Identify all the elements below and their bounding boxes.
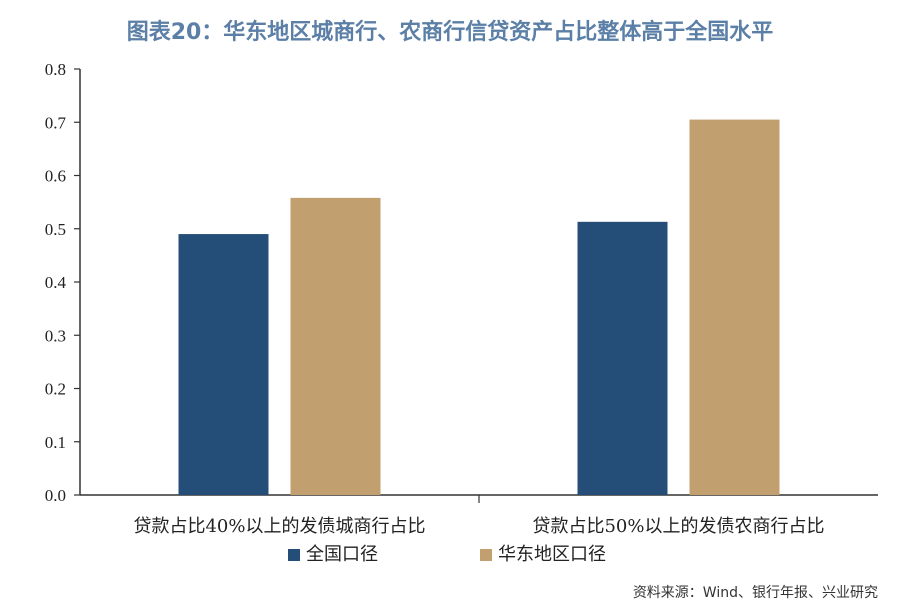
bar-2-cat-2 (689, 119, 780, 496)
x-category-label: 贷款占比40%以上的发债城商行占比 (133, 516, 425, 537)
y-tick-label: 0.5 (45, 220, 66, 239)
y-tick-label: 0.2 (45, 380, 66, 399)
y-tick-label: 0.0 (45, 486, 66, 505)
bar-2-cat-1 (290, 197, 381, 496)
x-category-label: 贷款占比50%以上的发债农商行占比 (532, 516, 824, 537)
legend-swatch (288, 549, 300, 561)
bar-1-cat-2 (577, 221, 668, 495)
y-tick-label: 0.6 (45, 167, 66, 186)
y-tick-label: 0.4 (45, 273, 67, 292)
source-note: 资料来源：Wind、银行年报、兴业研究 (632, 585, 878, 601)
legend-label: 华东地区口径 (498, 544, 606, 565)
y-tick-label: 0.7 (45, 113, 67, 132)
y-tick-label: 0.1 (45, 433, 66, 452)
legend-label: 全国口径 (306, 544, 378, 565)
y-tick-label: 0.3 (45, 326, 66, 345)
y-tick-label: 0.8 (45, 60, 66, 79)
legend-swatch (480, 549, 492, 561)
chart-title: 图表20：华东地区城商行、农商行信贷资产占比整体高于全国水平 (126, 20, 774, 45)
bar-1-cat-1 (178, 234, 269, 495)
